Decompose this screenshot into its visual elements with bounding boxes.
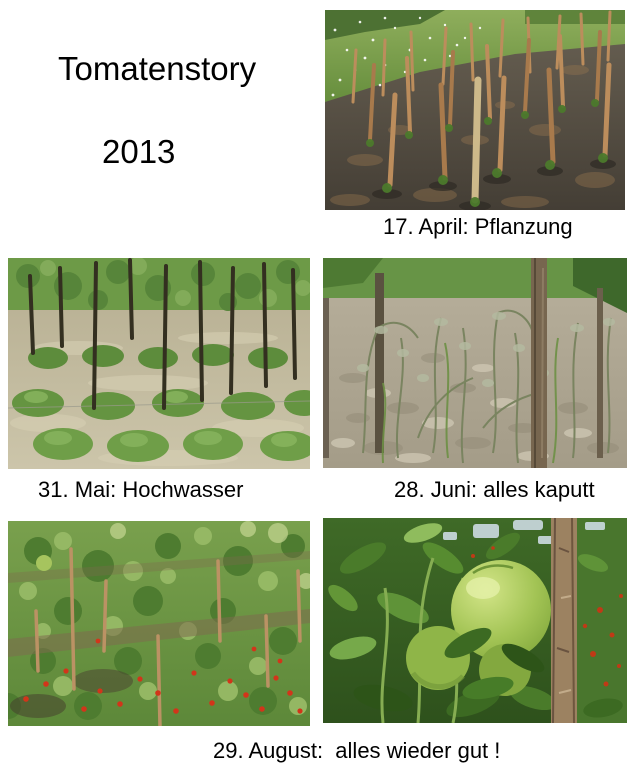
dark-bush-left <box>323 258 383 288</box>
hedge-band <box>525 10 625 24</box>
grass-area <box>325 10 625 102</box>
stakes-group <box>351 10 612 204</box>
dark-soil-pit <box>73 669 133 693</box>
mud-texture-dark <box>339 353 619 455</box>
caption-april: 17. April: Pflanzung <box>383 214 573 239</box>
soil-row-front <box>8 609 310 657</box>
planting-pits <box>372 159 616 210</box>
seedling-tufts <box>366 99 608 207</box>
tomato-highlight <box>466 577 500 599</box>
dark-bush-right <box>573 258 627 313</box>
stake-thin-right <box>597 288 603 458</box>
photo-april <box>325 10 625 210</box>
overlap-leaves <box>444 627 545 700</box>
right-background <box>573 518 627 723</box>
caption-juni: 28. Juni: alles kaputt <box>394 477 595 502</box>
photo-mai <box>8 258 310 469</box>
small-red-tomatoes <box>471 546 623 687</box>
photo-april-image <box>325 10 625 210</box>
photo-juni <box>323 258 627 468</box>
photo-august-closeup <box>323 518 627 723</box>
page-title: Tomatenstory <box>58 50 257 87</box>
stake-big-center <box>531 258 547 468</box>
red-tomatoes-group <box>23 638 303 714</box>
sunlit-patches <box>110 521 310 589</box>
wood-stake-post <box>551 518 577 723</box>
tree-band <box>325 10 445 40</box>
photo-juni-image <box>323 258 627 468</box>
green-stems <box>381 337 559 464</box>
photo-august-closeup-image <box>323 518 627 723</box>
caption-mai: 31. Mai: Hochwasser <box>38 477 244 502</box>
plant-highlights <box>24 391 297 447</box>
garden-stakes-group <box>34 547 302 726</box>
tomato-crease <box>472 564 514 575</box>
wire-line <box>8 400 310 409</box>
caption-august: 29. August: alles wieder gut ! <box>213 738 501 763</box>
green-tomato-small <box>36 555 52 571</box>
soil-row-back <box>8 551 310 583</box>
page-year: 2013 <box>102 133 176 170</box>
stake-left-edge <box>323 298 329 458</box>
stake-dark-left <box>375 273 384 453</box>
tomato-2-shade <box>410 671 465 690</box>
dark-stakes-group <box>28 258 297 410</box>
photo-august-garden-image <box>8 521 310 726</box>
photo-mai-image <box>8 258 310 469</box>
dark-soil-pit-2 <box>10 694 66 718</box>
photo-august-garden <box>8 521 310 726</box>
